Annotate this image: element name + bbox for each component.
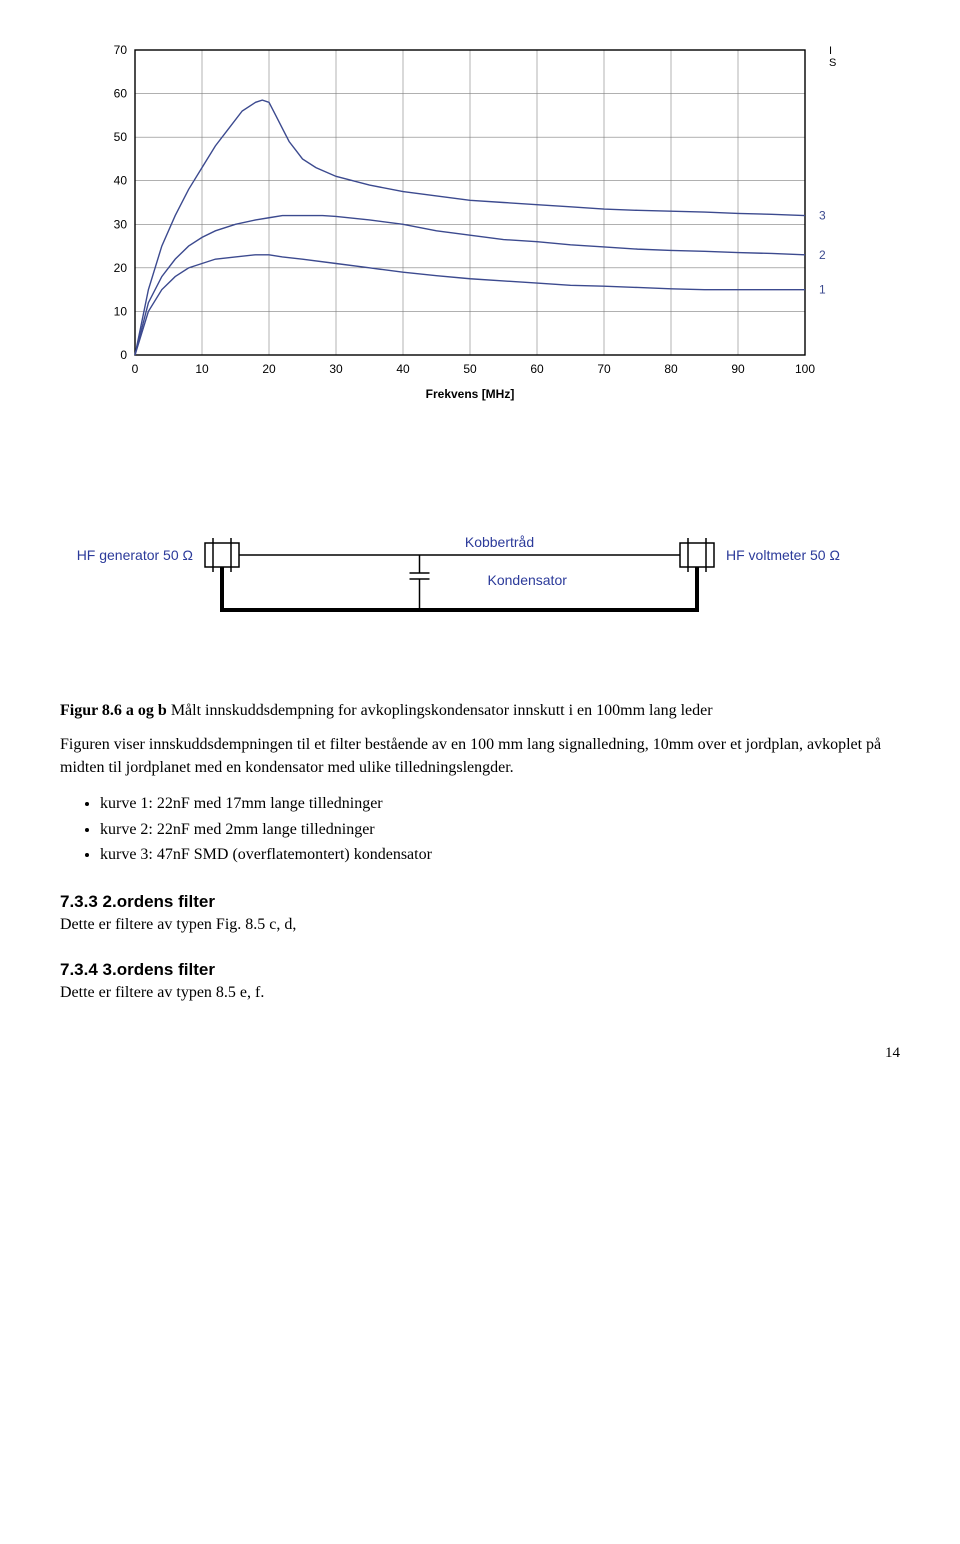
svg-text:HF voltmeter 50 Ω: HF voltmeter 50 Ω (726, 547, 840, 563)
section-733: 7.3.3 2.ordens filter Dette er filtere a… (60, 892, 900, 936)
svg-text:0: 0 (120, 348, 127, 362)
svg-text:60: 60 (114, 87, 128, 101)
svg-text:20: 20 (262, 362, 276, 376)
svg-text:40: 40 (396, 362, 410, 376)
svg-text:80: 80 (664, 362, 678, 376)
svg-text:90: 90 (731, 362, 745, 376)
svg-text:10: 10 (114, 304, 128, 318)
svg-text:1: 1 (819, 283, 826, 297)
list-item: kurve 3: 47nF SMD (overflatemontert) kon… (100, 842, 900, 868)
svg-text:30: 30 (114, 217, 128, 231)
svg-text:10: 10 (195, 362, 209, 376)
description-paragraph: Figuren viser innskuddsdempningen til et… (60, 734, 900, 779)
list-item: kurve 2: 22nF med 2mm lange tilledninger (100, 817, 900, 843)
frequency-attenuation-chart: 0 10 20 30 40 50 60 70 80 90 100 0 10 20 30 40 50 60 70 Fre… (80, 40, 900, 415)
svg-text:S: S (829, 57, 836, 69)
svg-text:Kobbertråd: Kobbertråd (465, 534, 534, 550)
svg-text:30: 30 (329, 362, 343, 376)
svg-text:100: 100 (795, 362, 815, 376)
svg-text:50: 50 (463, 362, 477, 376)
circuit-diagram: HF generator 50 Ω HF voltmeter 50 Ω Kobber… (60, 495, 900, 660)
figure-caption: Figur 8.6 a og b Målt innskuddsdempning … (60, 700, 900, 722)
section-734: 7.3.4 3.ordens filter Dette er filtere a… (60, 960, 900, 1004)
section-heading: 7.3.3 2.ordens filter (60, 892, 900, 912)
section-heading: 7.3.4 3.ordens filter (60, 960, 900, 980)
svg-text:50: 50 (114, 130, 128, 144)
section-body: Dette er filtere av typen 8.5 e, f. (60, 982, 900, 1004)
caption-text: Målt innskuddsdempning for avkoplingskon… (167, 702, 713, 719)
list-item: kurve 1: 22nF med 17mm lange tilledninge… (100, 791, 900, 817)
svg-text:40: 40 (114, 174, 128, 188)
caption-prefix: Figur 8.6 a og b (60, 702, 167, 719)
section-body: Dette er filtere av typen Fig. 8.5 c, d, (60, 914, 900, 936)
svg-text:0: 0 (132, 362, 139, 376)
diagram-svg: HF generator 50 Ω HF voltmeter 50 Ω Kobber… (60, 495, 880, 655)
page-number: 14 (60, 1045, 900, 1062)
curve-legend-list: kurve 1: 22nF med 17mm lange tilledninge… (60, 791, 900, 868)
svg-text:20: 20 (114, 261, 128, 275)
svg-text:Kondensator: Kondensator (488, 572, 568, 588)
svg-text:60: 60 (530, 362, 544, 376)
svg-text:HF generator 50 Ω: HF generator 50 Ω (77, 547, 193, 563)
svg-text:70: 70 (114, 43, 128, 57)
svg-text:2: 2 (819, 248, 826, 262)
svg-text:I: I (829, 45, 832, 57)
svg-text:Frekvens [MHz]: Frekvens [MHz] (426, 387, 515, 401)
svg-text:70: 70 (597, 362, 611, 376)
svg-text:3: 3 (819, 209, 826, 223)
chart-svg: 0 10 20 30 40 50 60 70 80 90 100 0 10 20 30 40 50 60 70 Fre… (80, 40, 860, 410)
